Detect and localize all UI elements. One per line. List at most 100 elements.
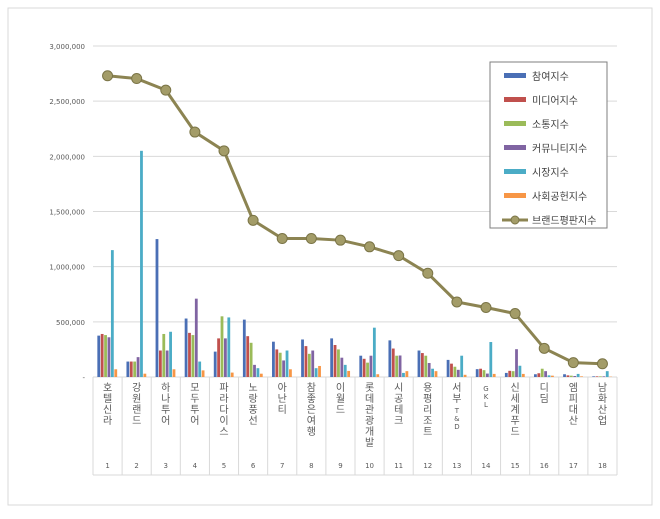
bar-참여지수 (97, 336, 100, 377)
bar-소통지수 (250, 343, 253, 377)
x-tick-label-char: 난 (278, 393, 287, 405)
legend-marker (511, 216, 519, 224)
rank-label: 5 (222, 462, 226, 470)
bar-참여지수 (563, 374, 566, 377)
bar-시장지수 (373, 328, 376, 377)
bar-커뮤니티지수 (224, 338, 227, 377)
x-tick-label-char: 대 (569, 404, 578, 416)
x-tick-label-char: 라 (219, 393, 228, 405)
x-tick-label-char: 투 (190, 404, 199, 416)
line-point (277, 234, 287, 244)
x-tick-label-char: 나 (161, 393, 170, 405)
bar-사회공헌지수 (464, 375, 467, 377)
bar-참여지수 (447, 360, 450, 377)
bar-참여지수 (330, 338, 333, 377)
bar-미디어지수 (334, 345, 337, 377)
y-tick-label: 3,000,000 (49, 43, 85, 51)
bar-시장지수 (111, 250, 114, 377)
x-tick-label-char: 풍 (249, 404, 258, 416)
bar-소통지수 (104, 335, 107, 377)
bar-소통지수 (424, 356, 427, 377)
bar-소통지수 (221, 316, 224, 377)
line-point (423, 268, 433, 278)
bar-소통지수 (570, 376, 573, 377)
bar-참여지수 (534, 374, 537, 377)
x-tick-label-char: 신 (103, 404, 112, 416)
bar-커뮤니티지수 (195, 299, 198, 377)
bar-커뮤니티지수 (544, 371, 547, 377)
bar-미디어지수 (363, 359, 366, 377)
bar-사회공헌지수 (551, 376, 554, 377)
x-tick-label-char: 리 (423, 404, 432, 416)
line-point (161, 85, 171, 95)
bar-소통지수 (191, 335, 194, 377)
bar-커뮤니티지수 (428, 363, 431, 377)
x-tick-label-char: & (454, 415, 460, 423)
x-tick-label-char: K (484, 393, 489, 401)
x-tick-label-char: 드 (336, 405, 345, 416)
rank-label: 6 (251, 462, 256, 470)
x-tick-label-char: L (484, 401, 488, 409)
bar-미디어지수 (392, 349, 395, 377)
line-point (452, 297, 462, 307)
bar-소통지수 (133, 362, 136, 377)
x-tick-label-char: 아 (278, 382, 287, 394)
x-tick-label-char: 세 (511, 393, 520, 405)
line-point (103, 71, 113, 81)
x-tick-label-char: 파 (219, 382, 228, 394)
bar-소통지수 (512, 371, 515, 377)
legend-swatch (504, 145, 526, 150)
line-point (306, 234, 316, 244)
legend-label: 브랜드평판지수 (532, 215, 596, 227)
x-tick-label-char: 테 (394, 404, 403, 416)
rank-label: 15 (511, 462, 520, 470)
bar-미디어지수 (421, 353, 424, 377)
line-point (335, 235, 345, 245)
x-tick-label-char: 좋 (307, 393, 316, 405)
bar-시장지수 (169, 332, 172, 377)
rank-label: 18 (598, 462, 607, 470)
bar-참여지수 (185, 319, 188, 377)
bar-커뮤니티지수 (282, 360, 285, 377)
bar-참여지수 (418, 351, 421, 377)
bar-시장지수 (548, 375, 551, 377)
bar-사회공헌지수 (318, 366, 321, 377)
bar-참여지수 (272, 342, 275, 377)
rank-label: 13 (452, 462, 461, 470)
x-tick-label-char: 어 (161, 415, 170, 427)
bar-참여지수 (388, 340, 391, 377)
rank-label: 12 (423, 462, 432, 470)
x-tick-label-char: 선 (249, 415, 258, 427)
x-tick-label-char: 시 (394, 382, 403, 394)
bar-시장지수 (460, 356, 463, 377)
bar-시장지수 (606, 371, 609, 377)
bar-미디어지수 (130, 362, 133, 377)
bar-소통지수 (541, 369, 544, 377)
line-point (597, 359, 607, 369)
bar-사회공헌지수 (493, 374, 496, 377)
bar-시장지수 (519, 366, 522, 377)
bar-참여지수 (476, 369, 479, 377)
legend-swatch (504, 121, 526, 126)
bar-커뮤니티지수 (311, 351, 314, 377)
rank-label: 11 (394, 462, 403, 470)
x-tick-label-char: 이 (336, 382, 345, 394)
x-tick-label-char: 하 (161, 381, 170, 394)
legend-label: 사회공헌지수 (532, 191, 587, 203)
bar-참여지수 (301, 339, 304, 377)
x-tick-label-char: 딤 (540, 393, 549, 405)
bar-사회공헌지수 (522, 374, 525, 377)
bar-사회공헌지수 (580, 376, 583, 377)
bar-시장지수 (140, 151, 143, 377)
bar-소통지수 (599, 376, 602, 377)
x-tick-label-char: T (454, 407, 460, 415)
bar-시장지수 (286, 351, 289, 377)
bar-소통지수 (453, 367, 456, 377)
line-point (539, 343, 549, 353)
bar-커뮤니티지수 (253, 365, 256, 377)
legend-label: 커뮤니티지수 (532, 143, 587, 155)
bar-사회공헌지수 (143, 374, 146, 377)
x-tick-label-char: 투 (161, 404, 170, 416)
bar-참여지수 (126, 362, 129, 377)
